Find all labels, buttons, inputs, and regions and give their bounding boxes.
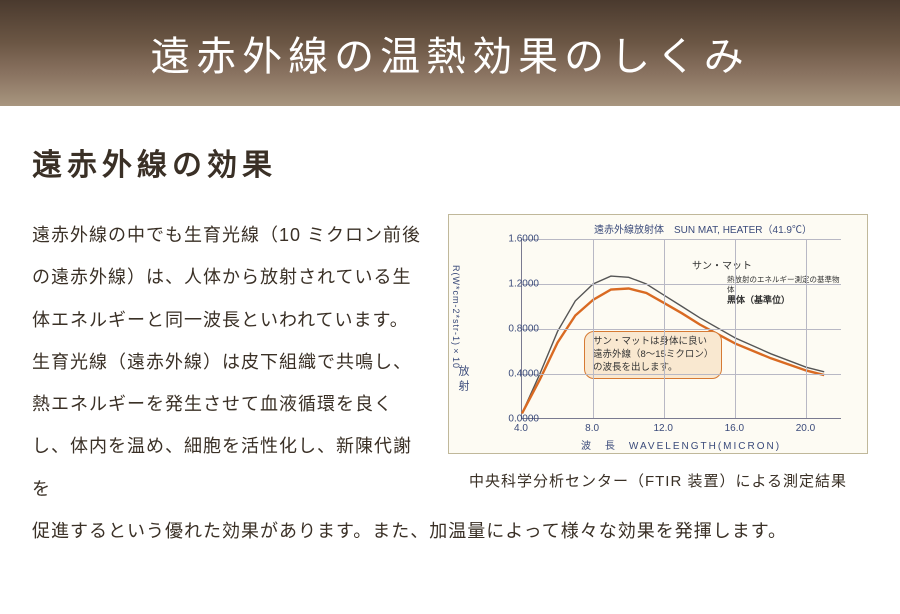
paragraph-3: 促進するという優れた効果があります。また、加温量によって様々な効果を発揮します。	[32, 510, 868, 552]
callout-line1: サン・マットは身体に良い	[593, 336, 713, 349]
ytick-label: 1.6000	[489, 234, 539, 245]
body-row: 遠赤外線の中でも生育光線（10 ミクロン前後の遠赤外線）は、人体から放射されてい…	[32, 214, 868, 510]
legend-sunmat: サン・マット	[692, 257, 752, 272]
paragraph-1: 遠赤外線の中でも生育光線（10 ミクロン前後の遠赤外線）は、人体から放射されてい…	[32, 225, 421, 330]
grid-v	[735, 239, 736, 418]
grid-v	[664, 239, 665, 418]
grid-h	[522, 329, 841, 330]
ytick-label: 1.2000	[489, 279, 539, 290]
grid-h	[522, 284, 841, 285]
radiation-chart: 遠赤外線放射体 SUN MAT, HEATER（41.9℃） R(W*cm-2*…	[448, 214, 868, 454]
yaxis-unit-label: R(W*cm-2*str-1)×10	[451, 265, 461, 369]
plot-area: サン・マット 熱放射のエネルギー測定の基準物体 黒体（基準位） サン・マットは身…	[521, 239, 841, 419]
grid-v	[806, 239, 807, 418]
xtick-label: 4.0	[514, 423, 528, 434]
xaxis-label: 波 長 WAVELENGTH(MICRON)	[521, 437, 841, 452]
legend-blackbody-line2: 黒体（基準位）	[727, 295, 841, 307]
grid-h	[522, 239, 841, 240]
xtick-label: 16.0	[725, 423, 744, 434]
grid-v	[593, 239, 594, 418]
grid-h	[522, 374, 841, 375]
callout-line3: の波長を出します。	[593, 362, 713, 375]
ytick-label: 0.4000	[489, 369, 539, 380]
chart-title: 遠赤外線放射体 SUN MAT, HEATER（41.9℃）	[549, 221, 857, 236]
xtick-label: 8.0	[585, 423, 599, 434]
xtick-label: 12.0	[653, 423, 672, 434]
callout-box: サン・マットは身体に良い 遠赤外線（8～15ミクロン） の波長を出します。	[584, 331, 722, 379]
chart-caption: 中央科学分析センター（FTIR 装置）による測定結果	[448, 470, 868, 491]
banner: 遠赤外線の温熱効果のしくみ	[0, 0, 900, 106]
content: 遠赤外線の効果 遠赤外線の中でも生育光線（10 ミクロン前後の遠赤外線）は、人体…	[0, 106, 900, 552]
banner-title: 遠赤外線の温熱効果のしくみ	[150, 24, 750, 82]
paragraph-2: 生育光線（遠赤外線）は皮下組織で共鳴し、熱エネルギーを発生させて血液循環を良くし…	[32, 352, 412, 499]
ytick-label: 0.8000	[489, 324, 539, 335]
chart-column: 遠赤外線放射体 SUN MAT, HEATER（41.9℃） R(W*cm-2*…	[448, 214, 868, 510]
legend-blackbody: 熱放射のエネルギー測定の基準物体 黒体（基準位）	[727, 275, 841, 306]
callout-line2: 遠赤外線（8～15ミクロン）	[593, 349, 713, 362]
yaxis-label-jp: 放射	[455, 365, 471, 395]
body-text-col: 遠赤外線の中でも生育光線（10 ミクロン前後の遠赤外線）は、人体から放射されてい…	[32, 214, 424, 510]
subtitle: 遠赤外線の効果	[32, 140, 868, 184]
xtick-label: 20.0	[796, 423, 815, 434]
